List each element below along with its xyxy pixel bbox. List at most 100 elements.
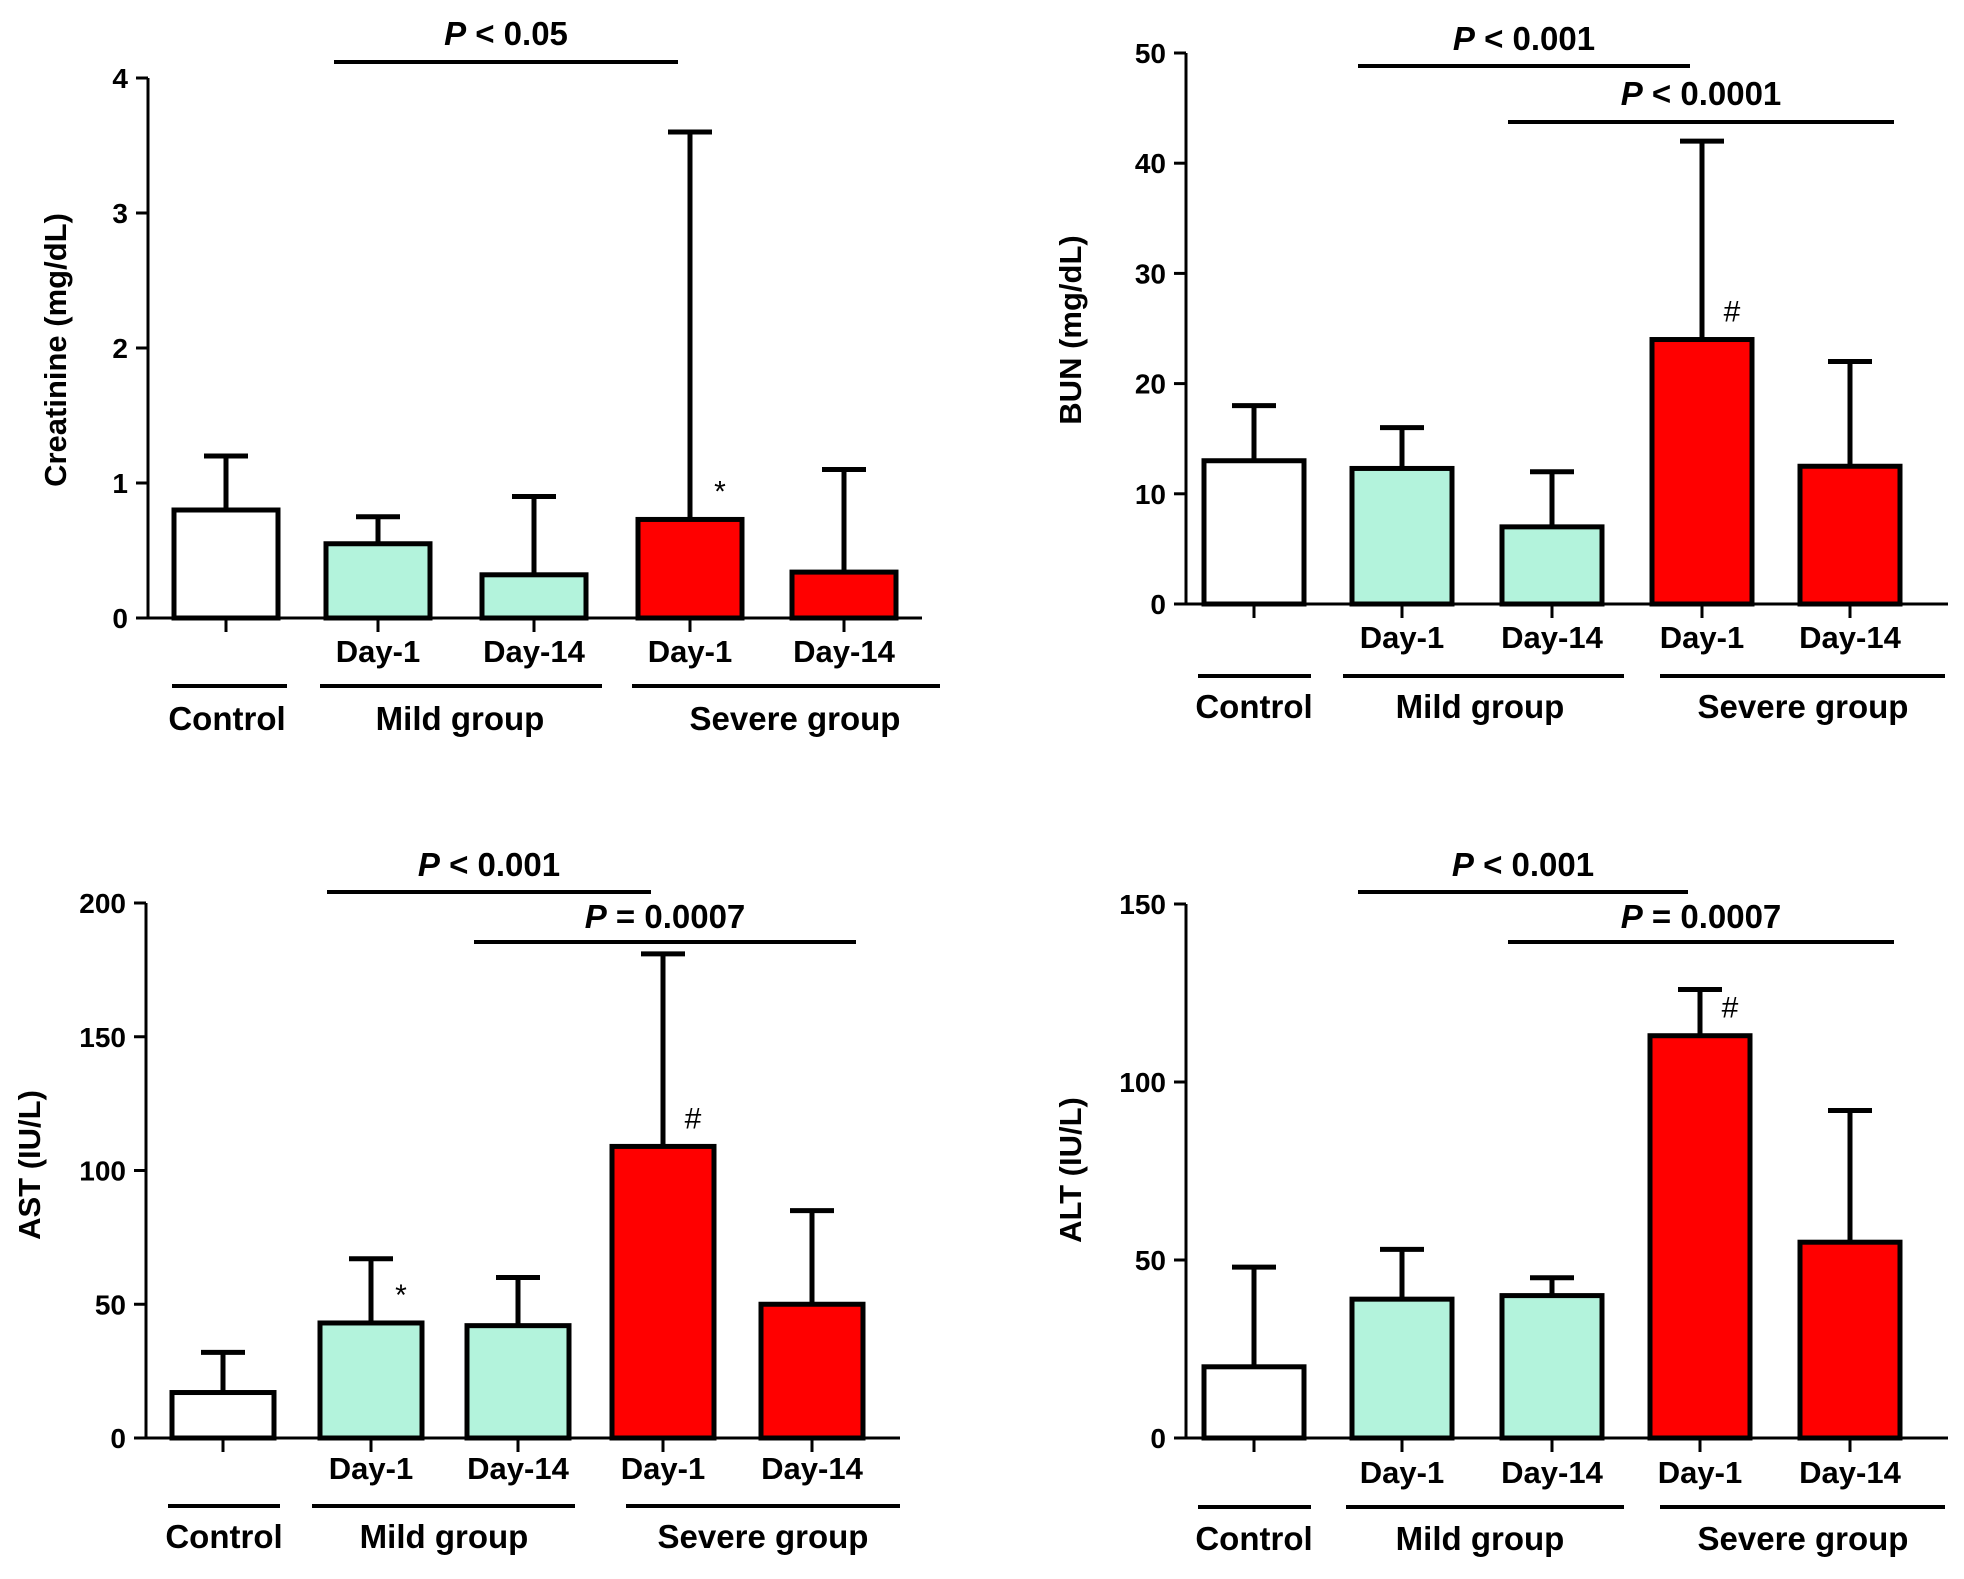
p-symbol: P (585, 898, 608, 935)
bar (1797, 463, 1903, 607)
p-value-label: P = 0.0007 (585, 898, 746, 935)
y-tick-label: 150 (1119, 889, 1166, 920)
bar (169, 1390, 277, 1441)
x-tick-label: Day-1 (1360, 620, 1444, 655)
bar (1647, 1033, 1753, 1441)
y-tick-label: 100 (79, 1156, 126, 1187)
x-tick-label: Day-14 (1501, 1455, 1603, 1490)
alt-panel: 0 50 100 150 ALT (IU/L) Day-1 Day-14 Day-1 # Day-… (1053, 846, 1948, 1557)
ast-panel: 0 50 100 150 200 AST (IU/L) Day-1 * Day-14 Day-1 #… (12, 846, 900, 1555)
y-tick-label: 150 (79, 1022, 126, 1053)
p-value-text: < 0.001 (1474, 846, 1594, 883)
y-tick-label: 0 (110, 1423, 126, 1454)
y-tick-label: 50 (95, 1289, 126, 1320)
y-tick-label: 40 (1135, 148, 1166, 179)
y-tick-label: 0 (112, 603, 128, 634)
p-symbol: P (1453, 20, 1476, 57)
p-symbol: P (444, 15, 467, 52)
bar (1499, 524, 1605, 607)
x-tick-label: Day-1 (336, 634, 420, 669)
bar (635, 516, 745, 621)
bar (758, 1301, 866, 1441)
bar (1349, 465, 1455, 607)
y-tick-label: 200 (79, 888, 126, 919)
bar (1797, 1239, 1903, 1441)
y-tick-label: 0 (1150, 589, 1166, 620)
bar (464, 1323, 572, 1441)
bar (789, 569, 899, 621)
y-tick-label: 2 (112, 333, 128, 364)
p-symbol: P (418, 846, 441, 883)
p-symbol: P (1621, 75, 1644, 112)
x-tick-label: Day-14 (1501, 620, 1603, 655)
p-symbol: P (1621, 898, 1644, 935)
bar (317, 1320, 425, 1441)
p-value-label: P < 0.05 (444, 15, 568, 52)
y-axis-label: ALT (IU/L) (1053, 1097, 1088, 1243)
significance-mark: # (1722, 992, 1739, 1025)
group-label: Control (1195, 1520, 1312, 1557)
group-label: Control (168, 700, 285, 737)
bar (323, 541, 433, 621)
bar (1201, 1364, 1307, 1441)
x-tick-label: Day-1 (329, 1451, 413, 1486)
group-label: Control (1195, 688, 1312, 725)
significance-mark: # (685, 1102, 702, 1135)
y-axis-label: Creatinine (mg/dL) (38, 213, 73, 487)
y-tick-label: 0 (1150, 1423, 1166, 1454)
p-value-label: P < 0.0001 (1621, 75, 1782, 112)
p-value-label: P < 0.001 (418, 846, 560, 883)
y-tick-label: 1 (112, 468, 128, 499)
y-tick-label: 20 (1135, 369, 1166, 400)
y-tick-label: 30 (1135, 258, 1166, 289)
creatinine-panel: 0 1 2 3 4 Creatinine (mg/dL) Day-1 Day-14 Day-1 *… (38, 15, 940, 737)
group-label: Severe group (1698, 1520, 1909, 1557)
y-axis-label: BUN (mg/dL) (1053, 235, 1088, 424)
group-label: Severe group (690, 700, 901, 737)
x-tick-label: Day-14 (483, 634, 585, 669)
bar (1649, 337, 1755, 607)
p-value-text: = 0.0007 (607, 898, 746, 935)
x-tick-label: Day-1 (1660, 620, 1744, 655)
bar (1349, 1296, 1455, 1441)
y-tick-label: 50 (1135, 1245, 1166, 1276)
p-value-text: < 0.001 (1475, 20, 1595, 57)
x-tick-label: Day-14 (1799, 1455, 1901, 1490)
group-label: Mild group (360, 1518, 529, 1555)
bar (1201, 458, 1307, 607)
p-value-text: < 0.05 (466, 15, 568, 52)
significance-mark: # (1724, 296, 1741, 329)
significance-mark: * (395, 1279, 407, 1312)
p-value-text: < 0.0001 (1643, 75, 1782, 112)
x-tick-label: Day-14 (1799, 620, 1901, 655)
group-label: Mild group (1396, 688, 1565, 725)
x-tick-label: Day-1 (1360, 1455, 1444, 1490)
group-label: Control (165, 1518, 282, 1555)
p-value-label: P < 0.001 (1452, 846, 1594, 883)
p-value-label: P = 0.0007 (1621, 898, 1782, 935)
y-tick-label: 4 (112, 63, 128, 94)
y-tick-label: 10 (1135, 479, 1166, 510)
y-tick-label: 3 (112, 198, 128, 229)
group-label: Severe group (658, 1518, 869, 1555)
group-label: Mild group (376, 700, 545, 737)
significance-mark: * (714, 475, 726, 508)
p-value-text: = 0.0007 (1643, 898, 1782, 935)
p-value-text: < 0.001 (440, 846, 560, 883)
y-tick-label: 100 (1119, 1067, 1166, 1098)
bar (1499, 1293, 1605, 1441)
p-value-label: P < 0.001 (1453, 20, 1595, 57)
bar (171, 507, 281, 621)
bar (609, 1143, 717, 1441)
bun-panel: 0 10 20 30 40 50 BUN (mg/dL) Day-1 Day-14 Day-1 # D… (1053, 20, 1948, 725)
x-tick-label: Day-14 (761, 1451, 863, 1486)
x-tick-label: Day-14 (793, 634, 895, 669)
y-axis-label: AST (IU/L) (12, 1090, 47, 1240)
group-label: Mild group (1396, 1520, 1565, 1557)
x-tick-label: Day-1 (1658, 1455, 1742, 1490)
x-tick-label: Day-14 (467, 1451, 569, 1486)
group-label: Severe group (1698, 688, 1909, 725)
x-tick-label: Day-1 (621, 1451, 705, 1486)
bar (479, 572, 589, 621)
